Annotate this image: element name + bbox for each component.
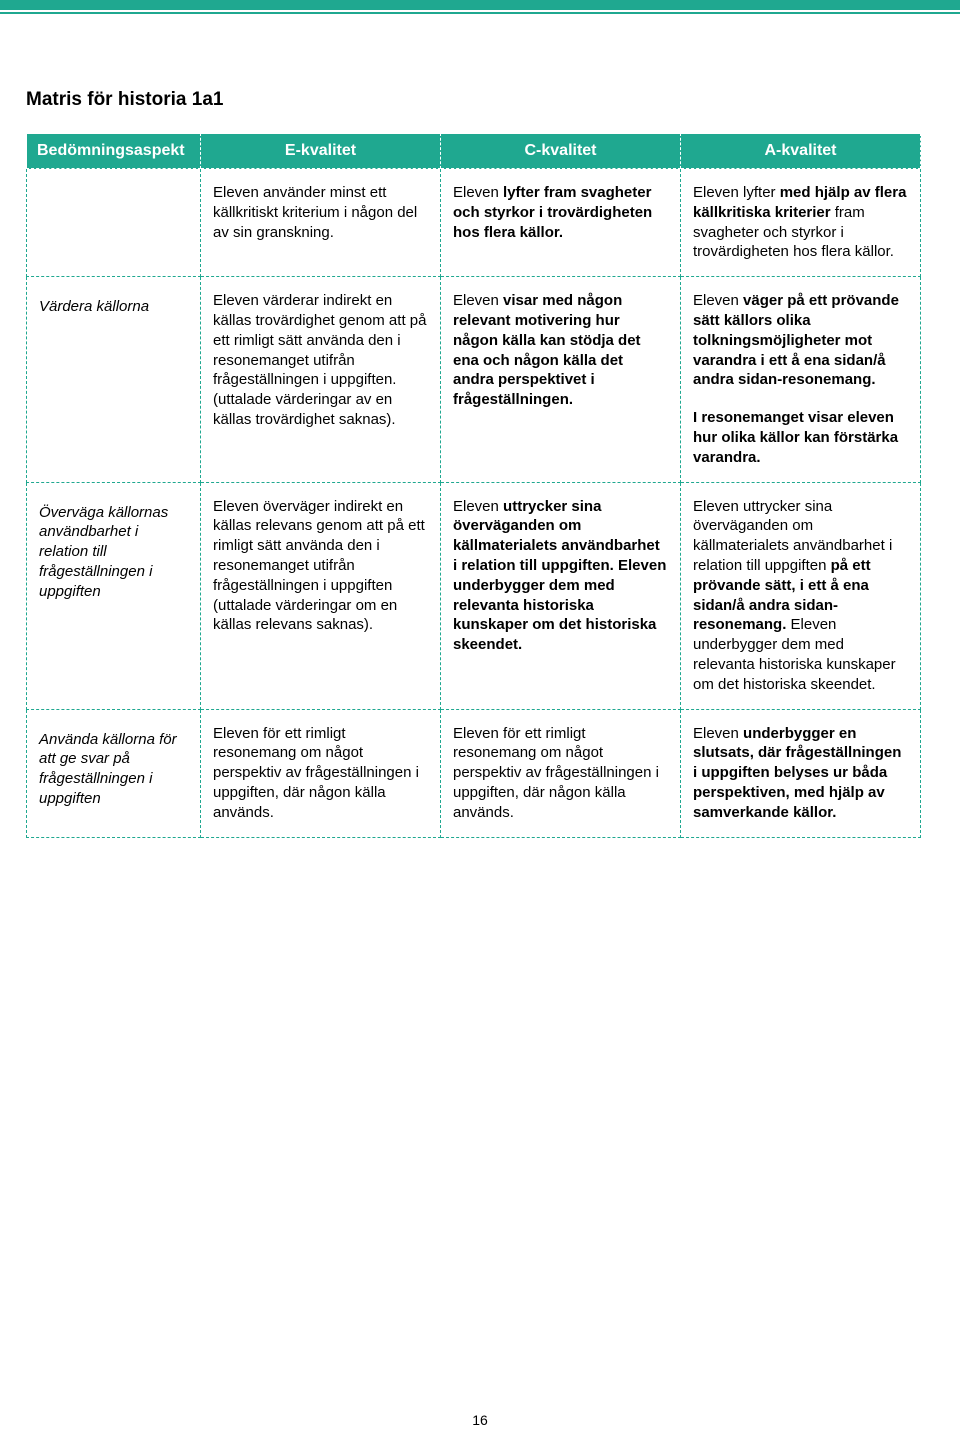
aspect-cell-4: Använda källorna för att ge svar på fråg… [27,709,201,837]
text: Eleven [453,184,503,201]
cell-r2-c: Eleven visar med någon relevant motiveri… [441,277,681,482]
cell-r3-c: Eleven uttrycker sina överväganden om kä… [441,482,681,709]
cell-r4-e: Eleven för ett rimligt resonemang om någ… [201,709,441,837]
table-row: Använda källorna för att ge svar på fråg… [27,709,921,837]
header-e: E-kvalitet [201,134,441,169]
page-number: 16 [0,1412,960,1428]
header-c: C-kvalitet [441,134,681,169]
text: Eleven använder minst ett källkritiskt k… [213,184,417,241]
cell-r2-e: Eleven värderar indirekt en källas trovä… [201,277,441,482]
header-aspect: Bedömningsaspekt [27,134,201,169]
table-header-row: Bedömningsaspekt E-kvalitet C-kvalitet A… [27,134,921,169]
text-bold: visar med någon relevant motivering hur … [453,292,641,408]
text: Eleven lyfter [693,184,780,201]
cell-r1-e: Eleven använder minst ett källkritiskt k… [201,169,441,277]
assessment-matrix: Bedömningsaspekt E-kvalitet C-kvalitet A… [26,133,921,838]
text: Eleven [453,498,503,515]
table-row: Värdera källorna Eleven värderar indirek… [27,277,921,482]
cell-r3-a: Eleven uttrycker sina överväganden om kä… [681,482,921,709]
table-row: Eleven använder minst ett källkritiskt k… [27,169,921,277]
para-bold: I resonemanget visar eleven hur olika kä… [693,408,908,467]
header-bar [0,0,960,10]
text: Eleven för ett rimligt resonemang om någ… [453,725,659,821]
cell-r3-e: Eleven överväger indirekt en källas rele… [201,482,441,709]
aspect-cell-3: Överväga källornas användbarhet i relati… [27,482,201,709]
text: Eleven för ett rimligt resonemang om någ… [213,725,419,821]
page-title: Matris för historia 1a1 [26,89,915,111]
cell-r4-c: Eleven för ett rimligt resonemang om någ… [441,709,681,837]
aspect-cell-2: Värdera källorna [27,277,201,482]
table-row: Överväga källornas användbarhet i relati… [27,482,921,709]
cell-r2-a: Eleven väger på ett prövande sätt källor… [681,277,921,482]
text: Eleven [693,292,743,309]
text-bold: uttrycker sina överväganden om källmater… [453,498,666,654]
cell-r1-a: Eleven lyfter med hjälp av flera källkri… [681,169,921,277]
header-a: A-kvalitet [681,134,921,169]
cell-r4-a: Eleven underbygger en slutsats, där fråg… [681,709,921,837]
text: Eleven värderar indirekt en källas trovä… [213,292,426,428]
page-content: Matris för historia 1a1 Bedömningsaspekt… [0,14,960,838]
text: Eleven [453,292,503,309]
text: Eleven överväger indirekt en källas rele… [213,498,425,634]
text: Eleven [693,725,743,742]
para: Eleven väger på ett prövande sätt källor… [693,291,908,390]
cell-r1-c: Eleven lyfter fram svagheter och styrkor… [441,169,681,277]
aspect-cell-1 [27,169,201,277]
